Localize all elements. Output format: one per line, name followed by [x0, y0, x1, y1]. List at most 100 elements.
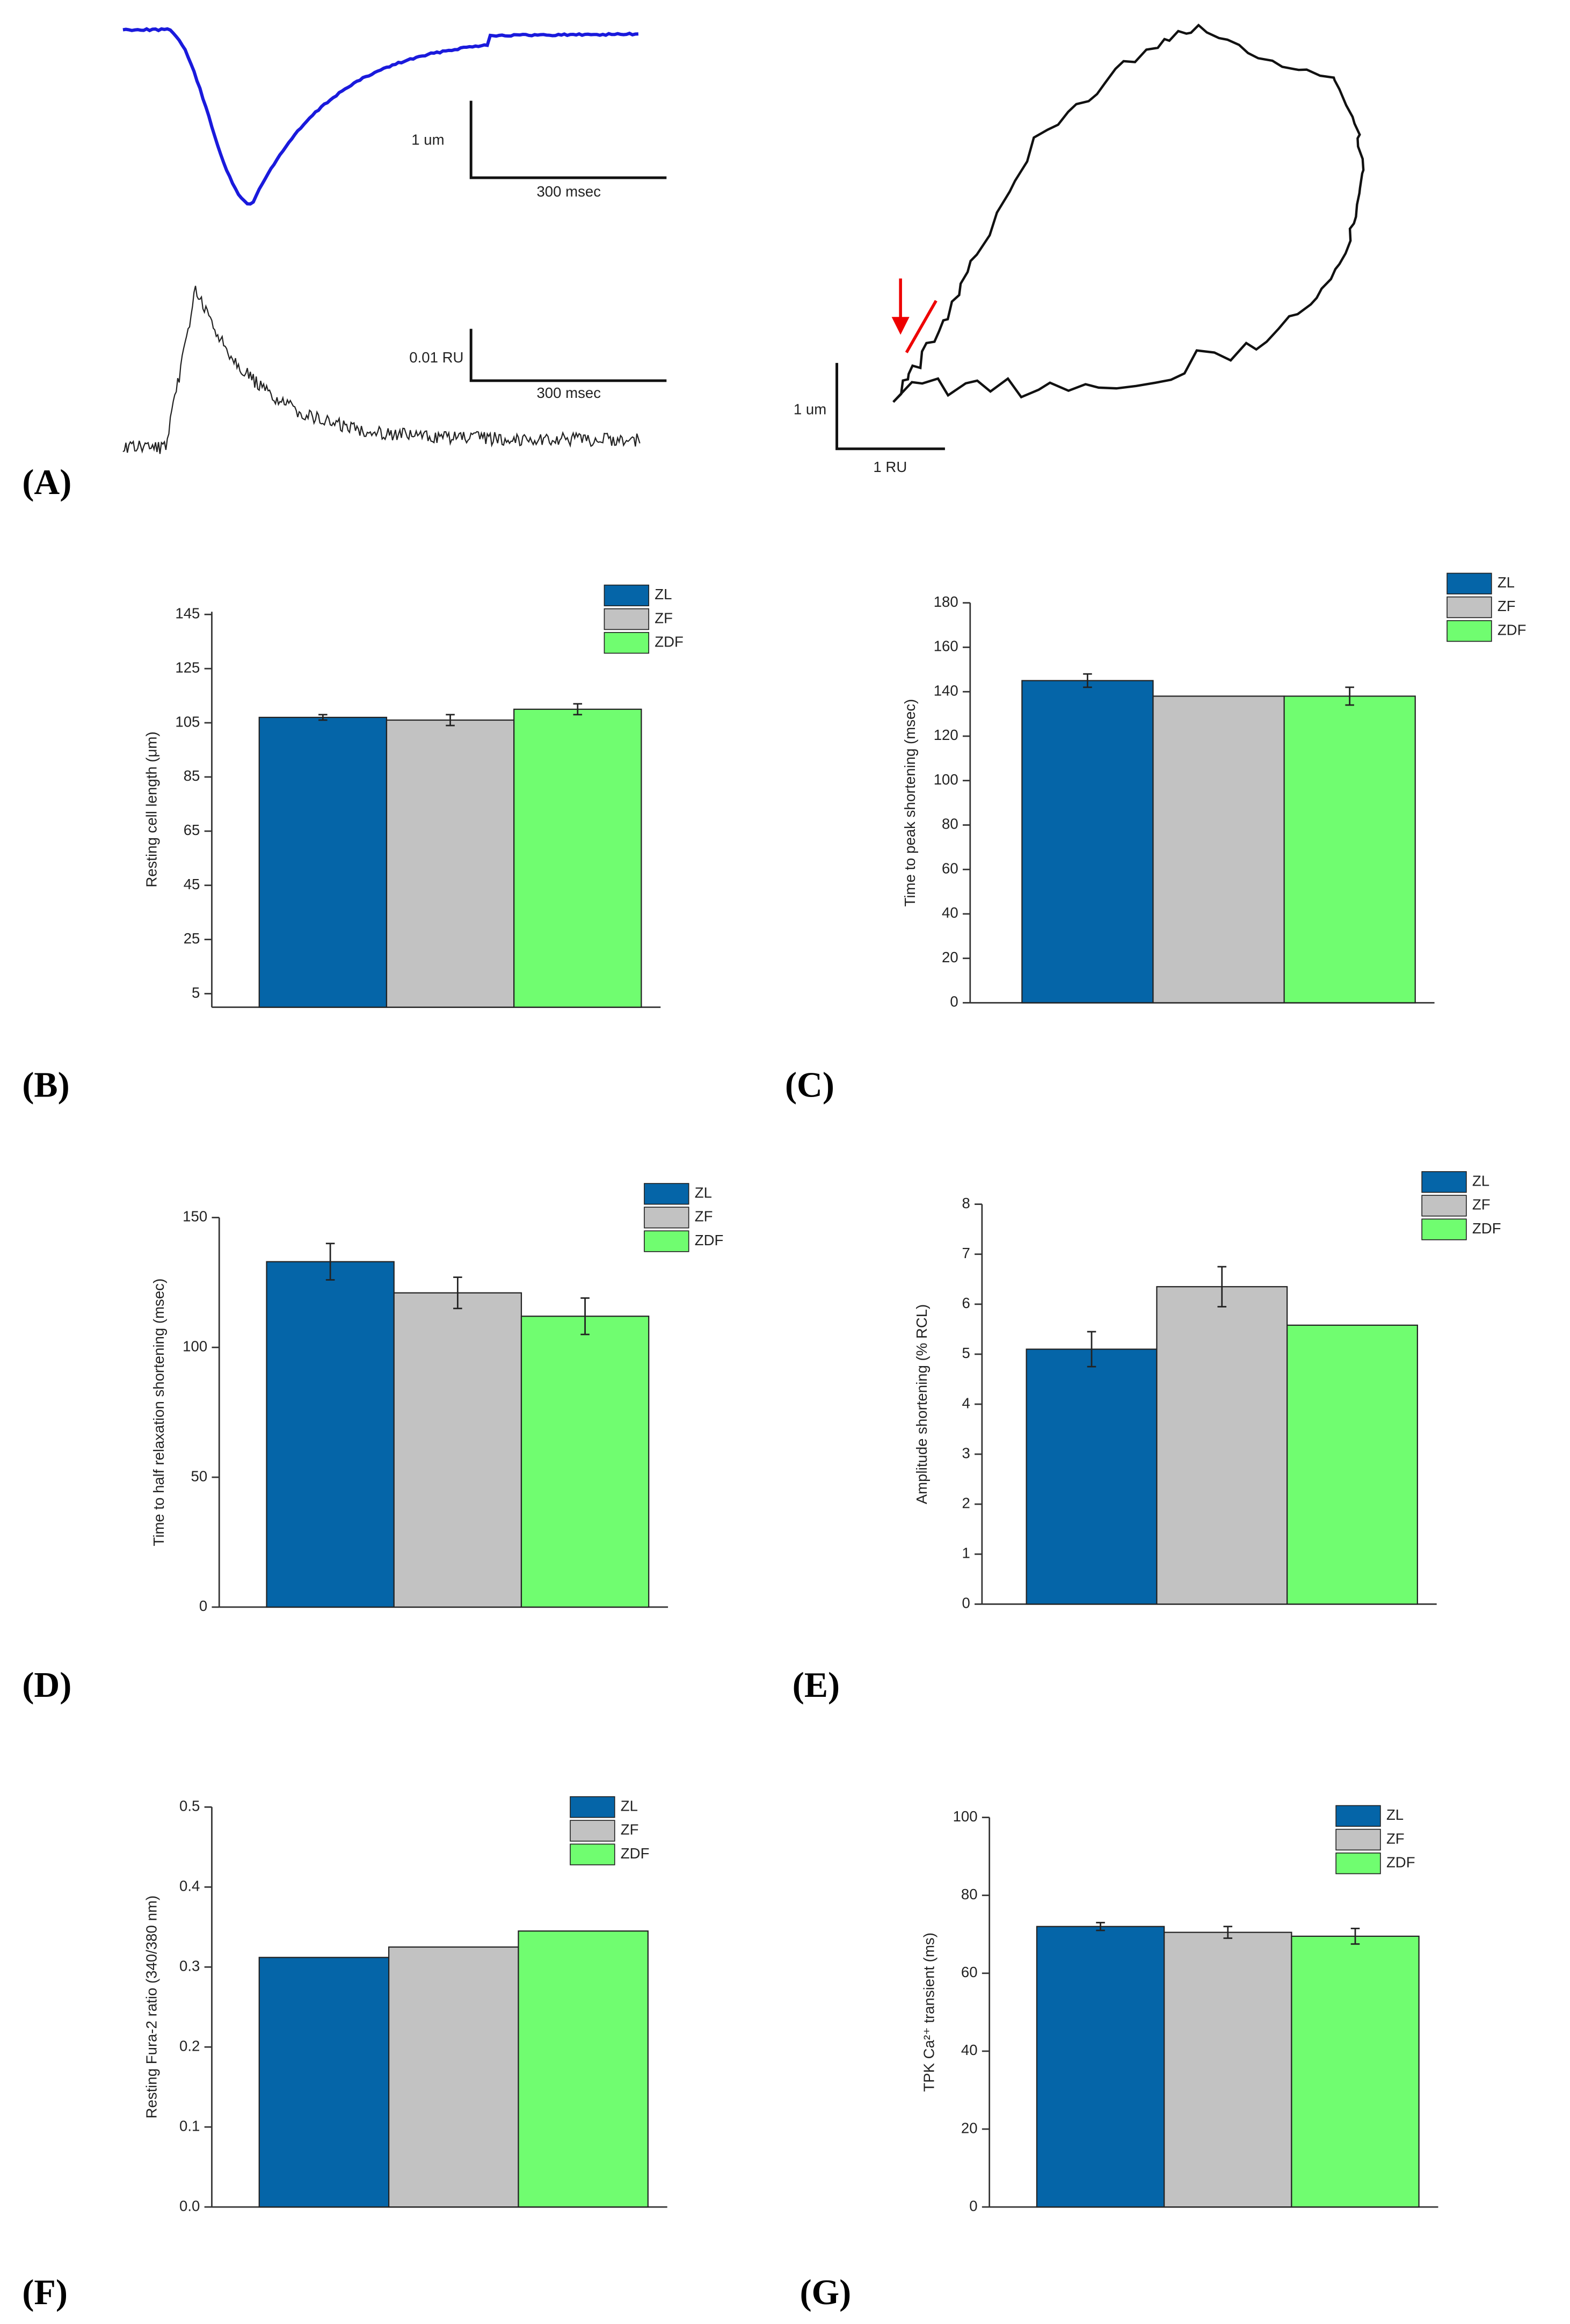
scale-label: 1 RU	[873, 459, 907, 475]
error-bar	[325, 1243, 335, 1281]
legend-swatch	[1447, 620, 1492, 642]
bar	[1164, 1931, 1292, 2208]
error-bar	[1087, 1331, 1096, 1368]
y-axis-label: Resting Fura-2 ratio (340/380 nm)	[143, 1895, 159, 2118]
legend-swatch	[570, 1843, 615, 1865]
bar	[1152, 695, 1285, 1004]
y-tick-label: 0	[950, 993, 958, 1010]
legend-swatch	[1421, 1195, 1467, 1217]
legend-label: ZL	[621, 1798, 638, 1814]
y-tick-label: 5	[962, 1345, 970, 1361]
bar	[513, 708, 642, 1008]
y-axis-label: TPK Ca²⁺ transient (ms)	[921, 1933, 937, 2092]
legend-label: ZDF	[1498, 621, 1527, 638]
legend-swatch	[570, 1820, 615, 1842]
y-axis-label: Resting cell length (μm)	[143, 731, 159, 887]
y-tick-label: 5	[192, 984, 200, 1001]
y-tick-label: 8	[962, 1195, 970, 1211]
legend-label: ZL	[695, 1185, 712, 1201]
y-tick-label: 6	[962, 1295, 970, 1311]
bar	[1283, 695, 1416, 1004]
y-tick-label: 80	[942, 816, 958, 832]
panel-label: (G)	[800, 2273, 852, 2312]
y-tick-label: 0	[969, 2197, 977, 2214]
y-tick-label: 0	[199, 1597, 207, 1614]
panel-label: (F)	[22, 2273, 68, 2312]
legend-label: ZF	[695, 1208, 713, 1225]
panel-label: (D)	[22, 1666, 71, 1705]
y-tick-label: 105	[175, 713, 200, 730]
y-tick-label: 80	[961, 1886, 978, 1902]
bar	[1026, 1348, 1158, 1605]
bar	[258, 716, 388, 1008]
bar	[518, 1930, 649, 2208]
y-tick-label: 20	[942, 949, 958, 965]
y-axis-label: Time to half relaxation shortening (msec…	[150, 1279, 167, 1546]
legend-swatch	[604, 608, 650, 630]
y-tick-label: 4	[962, 1395, 970, 1411]
legend-label: ZDF	[621, 1845, 650, 1862]
legend-label: ZL	[1472, 1173, 1489, 1189]
legend-label: ZL	[1386, 1806, 1404, 1823]
loop-trace	[892, 23, 1365, 403]
y-tick-label: 100	[953, 1808, 978, 1825]
legend-swatch	[1335, 1852, 1381, 1875]
legend-label: ZF	[1498, 598, 1516, 614]
y-tick-label: 0.2	[179, 2037, 200, 2054]
y-tick-label: 60	[961, 1964, 978, 1980]
y-tick-label: 50	[191, 1468, 208, 1484]
y-tick-label: 160	[934, 638, 958, 655]
legend-swatch	[1421, 1171, 1467, 1193]
y-tick-label: 0	[962, 1595, 970, 1611]
panel-label: (E)	[793, 1666, 840, 1705]
legend-label: ZDF	[1472, 1220, 1501, 1237]
y-tick-label: 0.5	[179, 1798, 200, 1814]
y-axis-label: Amplitude shortening (% RCL)	[913, 1304, 930, 1504]
y-tick-label: 3	[962, 1444, 970, 1461]
legend-label: ZF	[621, 1821, 639, 1838]
bar	[388, 1946, 519, 2208]
error-bar	[1223, 1926, 1233, 1939]
legend-swatch	[644, 1207, 689, 1229]
y-tick-label: 60	[942, 860, 958, 876]
error-bar	[1217, 1266, 1227, 1308]
y-tick-label: 40	[961, 2042, 978, 2058]
y-tick-label: 25	[184, 930, 200, 947]
bar	[520, 1316, 650, 1608]
error-bar	[1083, 673, 1092, 688]
legend-label: ZL	[1498, 574, 1515, 591]
legend-swatch	[644, 1230, 689, 1252]
bar	[258, 1957, 390, 2208]
scale-bar	[469, 329, 667, 382]
legend-label: ZF	[1472, 1196, 1491, 1213]
legend-swatch	[604, 584, 650, 607]
y-tick-label: 145	[175, 605, 200, 622]
legend-label: ZDF	[655, 633, 684, 650]
panel-label: (C)	[785, 1066, 834, 1105]
scale-label: 1 um	[794, 401, 826, 417]
bar	[1291, 1935, 1420, 2208]
legend-swatch	[570, 1796, 615, 1818]
bar	[1036, 1926, 1165, 2208]
legend-label: ZDF	[695, 1232, 724, 1248]
y-tick-label: 0.3	[179, 1957, 200, 1974]
legend-swatch	[604, 632, 650, 654]
error-bar	[1350, 1927, 1360, 1945]
legend-label: ZDF	[1386, 1854, 1415, 1870]
scale-label: 300 msec	[536, 384, 601, 401]
y-tick-label: 140	[934, 682, 958, 699]
calcium-trace	[122, 286, 641, 454]
y-tick-label: 120	[934, 727, 958, 743]
y-tick-label: 0.1	[179, 2117, 200, 2134]
red-slope-line	[905, 300, 937, 353]
error-bar	[1345, 686, 1354, 706]
error-bar	[446, 714, 455, 727]
legend-label: ZF	[655, 609, 673, 626]
y-tick-label: 65	[184, 822, 200, 838]
y-tick-label: 100	[934, 771, 958, 788]
bar	[266, 1261, 395, 1608]
legend-swatch	[644, 1183, 689, 1205]
y-tick-label: 45	[184, 876, 200, 892]
error-bar	[318, 714, 328, 721]
